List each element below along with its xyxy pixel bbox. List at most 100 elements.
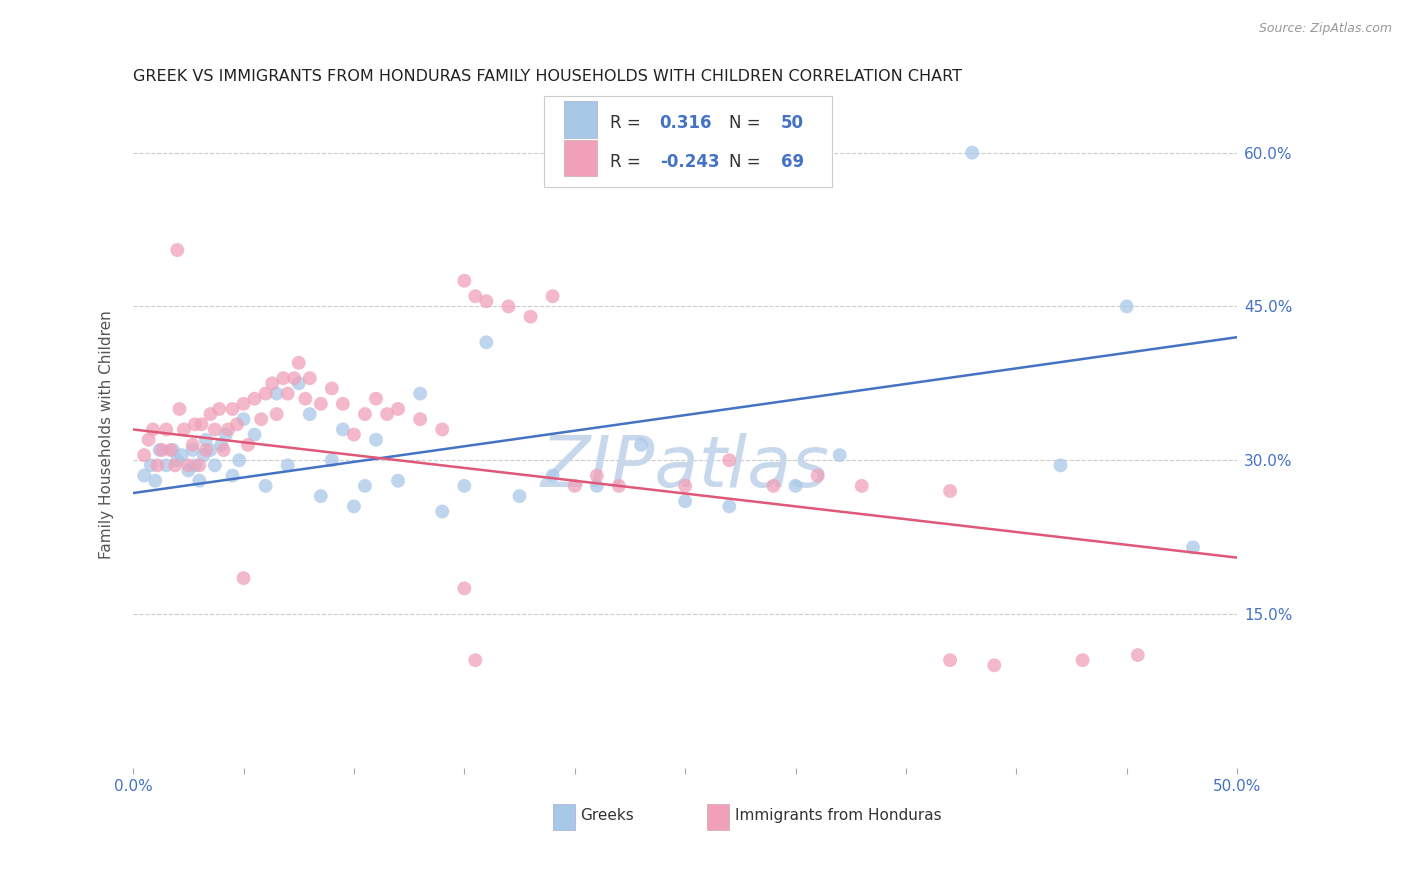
Point [271,371,294,385]
FancyBboxPatch shape [553,804,575,830]
Point [519,310,541,324]
Point [149,442,172,457]
Point [254,386,277,401]
Point [939,653,962,667]
Point [785,479,807,493]
Point [188,458,211,473]
Point [1115,300,1137,314]
Point [332,397,354,411]
Point [190,417,212,432]
Point [155,458,177,473]
Point [243,392,266,406]
Text: ZIPatlas: ZIPatlas [541,434,830,502]
Point [173,422,195,436]
Point [432,422,454,436]
Point [375,407,398,421]
Text: Source: ZipAtlas.com: Source: ZipAtlas.com [1258,22,1392,36]
Point [138,433,160,447]
Point [232,397,254,411]
Point [262,376,284,391]
Point [221,468,243,483]
Point [585,468,607,483]
Point [181,438,204,452]
Point [498,300,520,314]
Point [828,448,851,462]
Point [181,442,204,457]
Point [762,479,785,493]
Text: Immigrants from Honduras: Immigrants from Honduras [735,808,942,823]
Point [453,274,475,288]
FancyBboxPatch shape [707,804,730,830]
Point [718,453,741,467]
Point [332,422,354,436]
Point [194,433,217,447]
Point [139,458,162,473]
Point [464,289,486,303]
Point [851,479,873,493]
Point [364,433,387,447]
Point [243,427,266,442]
Point [155,422,177,436]
Point [1071,653,1094,667]
Point [960,145,983,160]
Point [177,463,200,477]
Point [162,442,184,457]
Text: R =: R = [610,153,645,170]
Point [170,448,193,462]
Point [475,335,498,350]
Point [807,468,830,483]
Point [541,468,564,483]
Point [287,376,309,391]
Point [193,448,215,462]
FancyBboxPatch shape [564,140,596,177]
Point [169,401,191,416]
Point [718,500,741,514]
Point [143,474,166,488]
Point [150,442,173,457]
Point [939,483,962,498]
Text: 50: 50 [782,114,804,132]
Point [209,438,232,452]
Point [166,243,188,257]
Point [225,417,247,432]
Point [432,504,454,518]
Point [298,371,321,385]
Point [464,653,486,667]
Point [585,479,607,493]
Point [165,458,187,473]
Point [232,412,254,426]
Point [343,500,366,514]
Point [309,489,332,503]
Text: 69: 69 [782,153,804,170]
Point [343,427,366,442]
FancyBboxPatch shape [564,102,596,138]
Point [321,453,343,467]
Point [188,474,211,488]
Point [217,422,239,436]
Point [254,479,277,493]
Point [184,417,207,432]
Point [287,356,309,370]
Point [354,407,377,421]
Point [134,448,156,462]
Text: 0.316: 0.316 [659,114,713,132]
Point [607,479,630,493]
Point [541,289,564,303]
Point [200,442,222,457]
Point [194,442,217,457]
Point [309,397,332,411]
Point [200,407,222,421]
Point [387,474,409,488]
Text: GREEK VS IMMIGRANTS FROM HONDURAS FAMILY HOUSEHOLDS WITH CHILDREN CORRELATION CH: GREEK VS IMMIGRANTS FROM HONDURAS FAMILY… [134,69,962,84]
Point [146,458,169,473]
Point [983,658,1005,673]
Point [215,427,238,442]
FancyBboxPatch shape [544,96,832,186]
Point [208,401,231,416]
Point [509,489,531,503]
Point [453,582,475,596]
Point [134,468,156,483]
Point [475,294,498,309]
Point [204,422,226,436]
Point [1181,541,1204,555]
